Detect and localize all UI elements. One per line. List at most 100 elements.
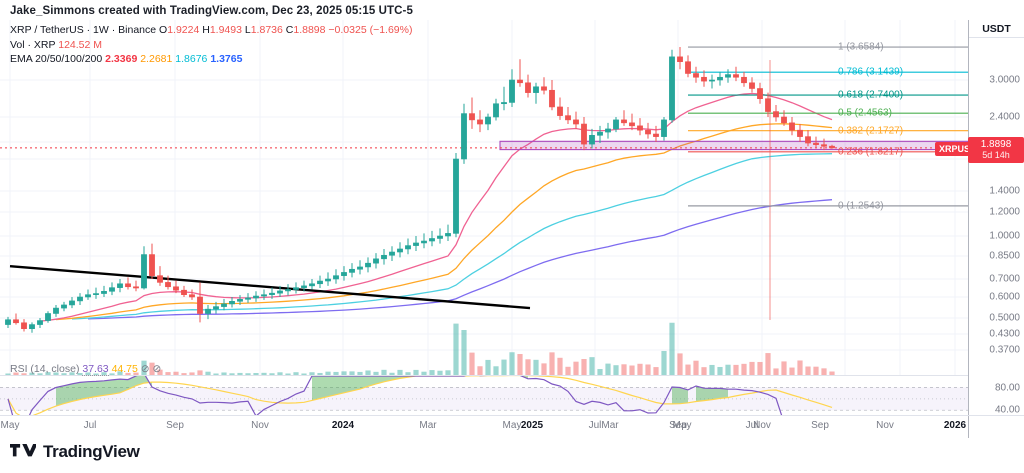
volume-bar [453, 323, 459, 375]
time-axis[interactable]: May Jul Sep Nov 2024 Mar May Jul Sep Nov 2025 Mar Ma… [0, 415, 1024, 438]
candle-body [637, 125, 643, 131]
volume-bar [381, 369, 387, 375]
candle-body [101, 291, 107, 294]
candle-body [173, 286, 179, 291]
volume-bar [45, 372, 51, 375]
candle-body [157, 275, 163, 283]
rsi-axis-tick: 80.00 [994, 382, 1020, 394]
price-axis-unit: USDT [969, 20, 1024, 38]
volume-bar [565, 366, 571, 375]
price-plot-area[interactable] [0, 20, 968, 375]
volume-bar [341, 371, 347, 375]
price-axis-tick: 3.0000 [989, 74, 1020, 86]
volume-bar [293, 372, 299, 375]
candle-body [701, 76, 707, 82]
price-axis[interactable]: USDT 3.00002.40002.00001.70001.40001.200… [968, 20, 1024, 416]
volume-bar [461, 330, 467, 375]
candle-body [573, 119, 579, 125]
candle-body [269, 292, 275, 295]
candle-body [93, 293, 99, 295]
candle-body [429, 238, 435, 242]
time-axis-tick: Jul [745, 420, 759, 431]
candle-body [717, 76, 723, 81]
volume-bar [821, 368, 827, 375]
candle-body [797, 129, 803, 137]
price-axis-tick: 0.7000 [989, 273, 1020, 285]
time-axis-tick: May [502, 420, 522, 431]
price-axis-tick: 0.5000 [989, 312, 1020, 324]
volume-bar [173, 371, 179, 375]
rsi-axis-tick: 40.00 [994, 404, 1020, 416]
candle-body [133, 286, 139, 289]
candle-body [781, 116, 787, 124]
volume-bar [85, 372, 91, 375]
volume-bar [189, 372, 195, 375]
ema20-line [39, 92, 833, 322]
fibonacci-levels [688, 46, 968, 207]
price-axis-tick: 0.3700 [989, 344, 1020, 356]
candle-body [325, 278, 331, 282]
candle-body [533, 86, 539, 93]
candle-body [69, 300, 75, 306]
candle-body [397, 248, 403, 253]
candle-body [669, 56, 675, 121]
volume-bar [101, 372, 107, 375]
volume-bar [581, 359, 587, 375]
last-price-badge[interactable]: 1.8898 5d 14h [968, 136, 1024, 163]
candle-body [461, 113, 467, 160]
candle-body [549, 89, 555, 108]
volume-bar [405, 372, 411, 375]
candle-body [693, 73, 699, 78]
volume-bar [757, 361, 763, 375]
candle-body [245, 297, 251, 300]
candle-body [405, 245, 411, 250]
volume-bar [325, 371, 331, 375]
chart-frame[interactable]: USDT 3.00002.40002.00001.70001.40001.200… [0, 20, 1024, 416]
tradingview-mark-icon [10, 444, 36, 457]
candlestick-series [5, 47, 835, 333]
volume-bar [429, 370, 435, 375]
volume-bar [629, 365, 635, 375]
volume-bar [525, 359, 531, 375]
candle-body [525, 82, 531, 93]
candle-body [381, 254, 387, 260]
volume-bar [677, 353, 683, 375]
volume-bar [221, 372, 227, 375]
supply-zone-box [499, 140, 968, 151]
volume-bar [413, 369, 419, 375]
volume-bar [13, 372, 19, 375]
candle-body [373, 258, 379, 264]
volume-histogram [5, 322, 835, 375]
candle-body [709, 79, 715, 82]
time-axis-separator [968, 416, 969, 438]
candle-body [685, 61, 691, 74]
candle-body [213, 306, 219, 310]
volume-bar [277, 372, 283, 375]
candle-body [37, 320, 43, 325]
volume-bar [501, 359, 507, 375]
rsi-pane[interactable] [0, 375, 968, 415]
volume-bar [21, 373, 27, 375]
volume-bar [653, 367, 659, 375]
candle-body [85, 294, 91, 298]
time-axis-tick: May [672, 420, 692, 431]
volume-bar [733, 364, 739, 375]
time-axis-tick: Sep [669, 420, 687, 431]
candle-body [829, 145, 835, 149]
volume-bar [285, 373, 291, 375]
volume-bar [5, 373, 11, 375]
volume-bar [725, 364, 731, 375]
price-axis-tick: 1.2000 [989, 206, 1020, 218]
candle-body [477, 119, 483, 125]
volume-bar [701, 367, 707, 375]
candle-body [493, 103, 499, 118]
volume-bar [693, 360, 699, 375]
volume-bar [301, 373, 307, 375]
candle-body [677, 56, 683, 63]
grid-lines [0, 20, 968, 375]
ema50-line [55, 123, 833, 321]
volume-bar [397, 369, 403, 375]
rsi-plot-svg [0, 376, 968, 415]
rsi-ma-line [7, 376, 833, 415]
volume-bar [141, 360, 147, 375]
